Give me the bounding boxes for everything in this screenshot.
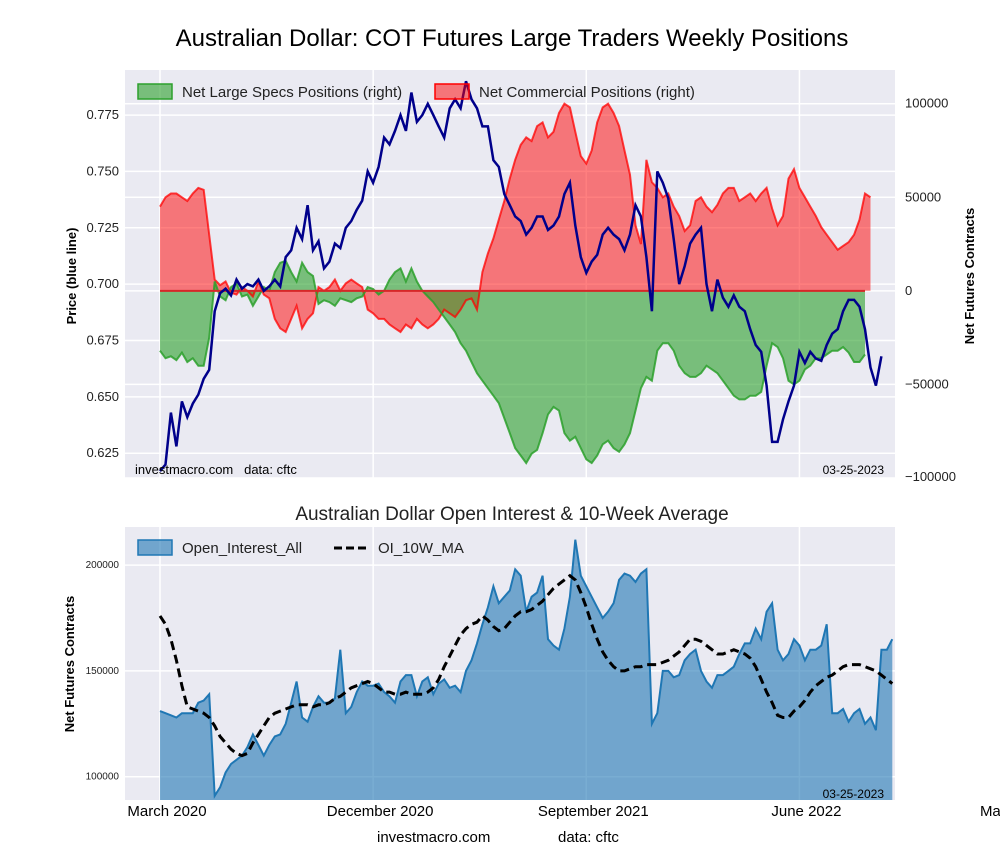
price-tick-label: 0.650 [86,389,119,404]
contracts-tick-label: 50000 [905,189,941,204]
large-specs-line [159,259,866,465]
open-interest-tick-label: 100000 [86,772,120,783]
open-interest-tick-label: 200000 [86,560,120,571]
legend-label-commercial: Net Commercial Positions (right) [479,84,695,101]
figure-title: Australian Dollar: COT Futures Large Tra… [176,25,849,52]
price-line-path [159,80,883,472]
open-interest-date-annotation: 03-25-2023 [823,787,885,801]
time-tick-label: March 2020 [127,803,206,820]
price-line [159,80,883,472]
legend-label-open-interest: Open_Interest_All [182,540,302,557]
time-tick-label: December 2020 [327,803,434,820]
open-interest-legend: Open_Interest_All OI_10W_MA [137,539,464,557]
open-interest-panel: 100000 150000 200000 March 2020 December 20… [62,527,1000,820]
positions-date-annotation: 03-25-2023 [823,463,885,477]
legend-swatch-large-specs [137,83,173,100]
contracts-axis-label: Net Futures Contracts [962,208,977,345]
time-tick-label: June 2022 [771,803,841,820]
time-tick-label: September 2021 [538,803,649,820]
footer-source: data: cftc [558,829,619,846]
time-axis-ticks: March 2020 December 2020 September 2021 Jun… [127,803,1000,820]
positions-panel: 0.625 0.650 0.675 0.700 0.725 0.750 0.775 −100… [64,70,977,484]
legend-label-large-specs: Net Large Specs Positions (right) [182,84,402,101]
large-specs-area [160,260,865,463]
open-interest-fill [160,539,893,800]
open-interest-axis-label: Net Futures Contracts [62,596,77,733]
contracts-axis-ticks: −100000 −50000 0 50000 100000 [905,96,956,484]
footer-site: investmacro.com [377,829,490,846]
open-interest-ma-line [158,573,894,758]
price-tick-label: 0.750 [86,163,119,178]
open-interest-y-ticks: 100000 150000 200000 [86,560,120,783]
price-tick-label: 0.775 [86,107,119,122]
legend-swatch-open-interest [137,539,173,556]
positions-source-annotation: investmacro.com data: cftc [135,462,297,477]
legend-swatch-commercial [434,83,470,100]
time-tick-label: March 2023 [980,803,1000,820]
contracts-tick-label: −100000 [905,469,956,484]
commercial-line [159,102,872,334]
contracts-tick-label: 100000 [905,96,948,111]
price-tick-label: 0.725 [86,220,119,235]
price-tick-label: 0.675 [86,332,119,347]
price-axis-ticks: 0.625 0.650 0.675 0.700 0.725 0.750 0.775 [86,107,119,460]
positions-legend: Net Large Specs Positions (right) Net Co… [137,83,695,101]
contracts-tick-label: 0 [905,283,912,298]
open-interest-title: Australian Dollar Open Interest & 10-Wee… [295,504,728,525]
legend-label-ma: OI_10W_MA [378,540,464,557]
contracts-tick-label: −50000 [905,376,949,391]
ma-line-path [158,573,894,758]
open-interest-tick-label: 150000 [86,666,120,677]
price-tick-label: 0.625 [86,445,119,460]
price-axis-label: Price (blue line) [64,228,79,325]
price-tick-label: 0.700 [86,276,119,291]
